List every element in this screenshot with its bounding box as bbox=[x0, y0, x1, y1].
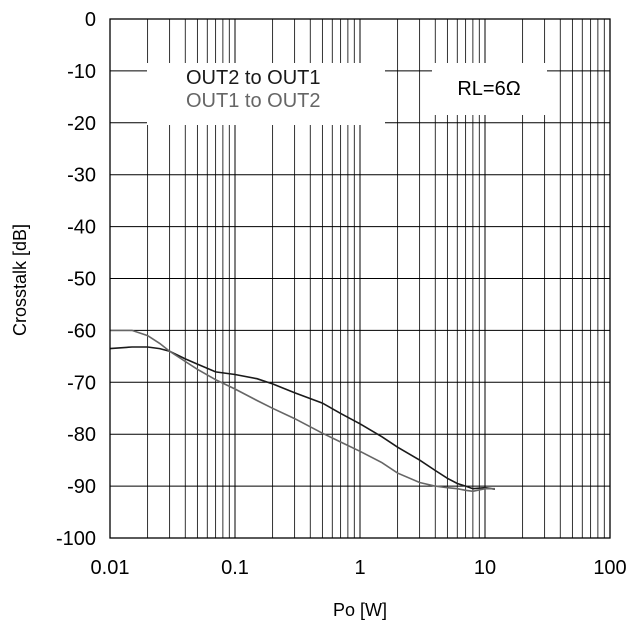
y-tick-label: -50 bbox=[67, 269, 96, 291]
y-tick-label: -70 bbox=[67, 372, 96, 394]
x-tick-label: 10 bbox=[474, 557, 496, 579]
y-tick-label: -40 bbox=[67, 217, 96, 239]
legend-label-out1-to-out2: OUT1 to OUT2 bbox=[186, 90, 320, 112]
series-group bbox=[109, 329, 496, 493]
y-axis-title: Crosstalk [dB] bbox=[10, 224, 30, 336]
y-tick-label: -20 bbox=[67, 113, 96, 135]
x-tick-label: 100 bbox=[593, 557, 626, 579]
y-tick-labels: 0 -10 -20 -30 -40 -50 -60 -70 -80 -90 -100 bbox=[56, 9, 96, 550]
y-tick-label: -60 bbox=[67, 320, 96, 342]
y-tick-label: -10 bbox=[67, 61, 96, 83]
x-tick-label: 1 bbox=[354, 557, 365, 579]
series-line-0 bbox=[109, 346, 496, 490]
annotation-box bbox=[432, 63, 547, 115]
y-tick-label: 0 bbox=[85, 9, 96, 31]
y-tick-label: -100 bbox=[56, 528, 96, 550]
x-axis-title: Po [W] bbox=[333, 600, 387, 620]
legend-box bbox=[147, 63, 385, 125]
x-tick-labels: 0.01 0.1 1 10 100 bbox=[91, 557, 627, 579]
y-tick-label: -80 bbox=[67, 424, 96, 446]
plot-frame bbox=[109, 18, 611, 539]
x-tick-label: 0.1 bbox=[221, 557, 249, 579]
annotation-rl: RL=6Ω bbox=[457, 78, 520, 100]
y-tick-label: -90 bbox=[67, 476, 96, 498]
legend-label-out2-to-out1: OUT2 to OUT1 bbox=[186, 67, 320, 89]
x-tick-label: 0.01 bbox=[91, 557, 130, 579]
series-line-1 bbox=[110, 329, 495, 493]
y-tick-label: -30 bbox=[67, 165, 96, 187]
